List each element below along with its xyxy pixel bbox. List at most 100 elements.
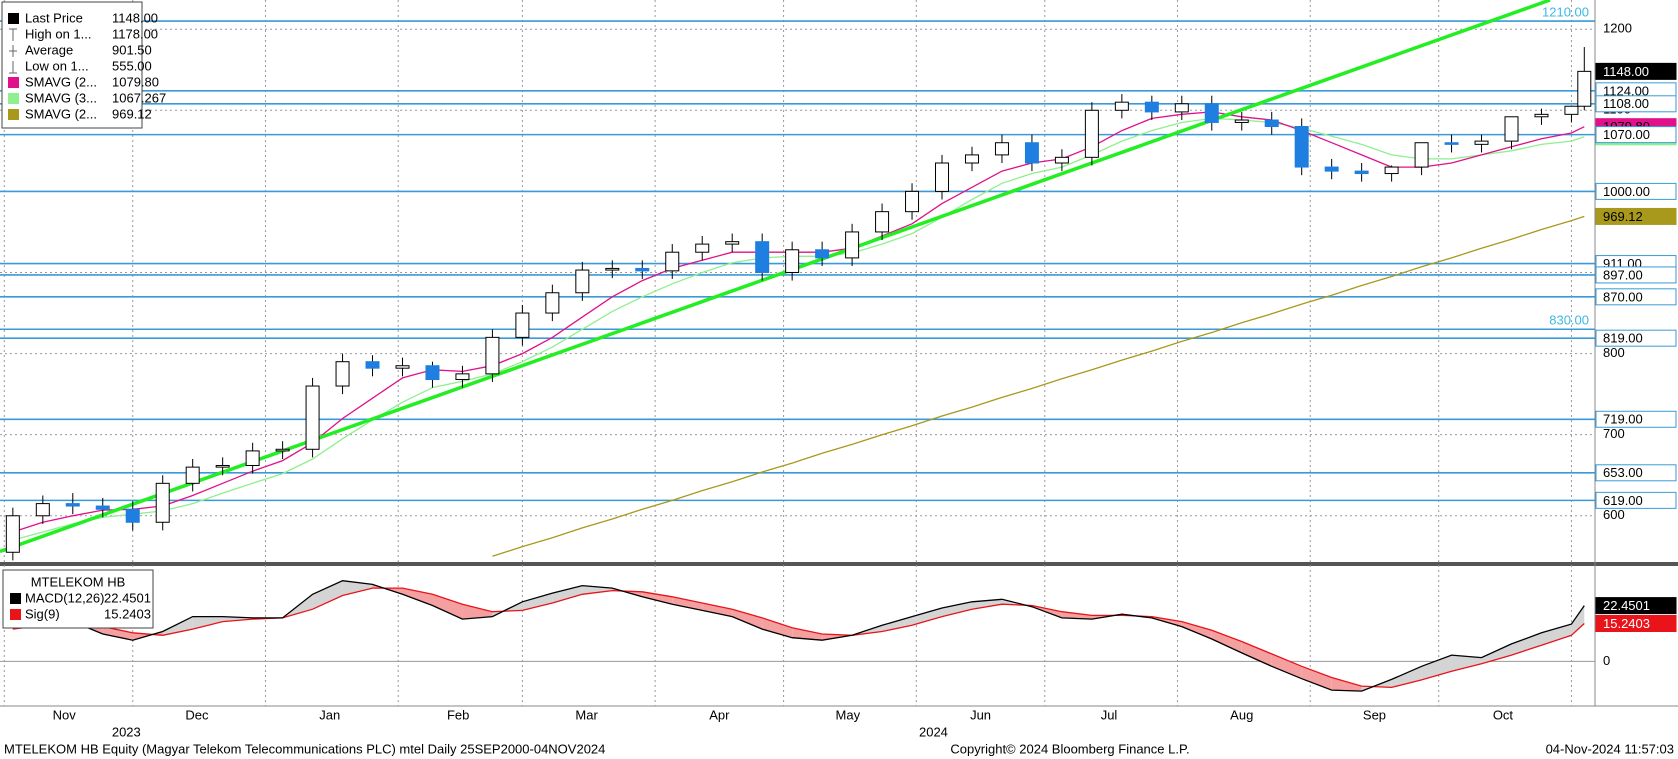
axis-box-label: 897.00 <box>1603 267 1643 282</box>
macd-fill <box>1181 621 1212 639</box>
axis-box <box>1595 491 1677 509</box>
candle-body <box>1294 126 1309 168</box>
macd-fill <box>552 585 583 603</box>
legend-icon <box>10 609 21 620</box>
legend-value: 901.50 <box>112 42 152 57</box>
candle-body <box>485 336 500 375</box>
x-tick-label: Feb <box>447 707 469 722</box>
x-tick-label: Mar <box>575 707 598 722</box>
legend-label: Average <box>25 42 73 57</box>
candle-body <box>905 190 920 213</box>
candle-body <box>575 269 590 294</box>
legend-label: Sig(9) <box>25 606 60 621</box>
axis-box-label: 819.00 <box>1603 331 1643 346</box>
x-tick-label: Aug <box>1230 707 1253 722</box>
legend-icon <box>8 77 19 88</box>
year-label: 2023 <box>112 724 141 739</box>
macd-fill <box>1451 655 1482 672</box>
legend-label: High on 1... <box>25 26 92 41</box>
candle-body <box>755 241 770 273</box>
candle-body <box>815 249 830 259</box>
legend-box <box>2 569 154 629</box>
candle-body <box>1564 105 1579 115</box>
footer-left: MTELEKOM HB Equity (Magyar Telekom Telec… <box>4 741 605 756</box>
candle-body <box>1534 113 1549 118</box>
candle-body <box>65 503 80 507</box>
legend-label: Low on 1... <box>25 58 89 73</box>
axis-box-label: 719.00 <box>1603 412 1643 427</box>
axis-box <box>1595 597 1677 615</box>
macd-fill <box>642 591 673 605</box>
layer: 6007008009001000110012000NovDecJanFebMar… <box>0 0 1678 739</box>
macd-fill <box>162 616 193 636</box>
axis-box <box>1595 62 1677 80</box>
x-tick-label: Nov <box>53 707 77 722</box>
axis-box <box>1595 410 1677 428</box>
macd-fill <box>192 616 223 630</box>
legend-label: SMAVG (3... <box>25 90 97 105</box>
level-label: 1210.00 <box>1542 5 1589 20</box>
candle-body <box>1084 109 1099 158</box>
candle-body <box>1144 101 1159 113</box>
axis-box-label: 969.12 <box>1603 209 1643 224</box>
candle-body <box>365 361 380 369</box>
axis-box <box>1595 207 1677 225</box>
candle-body <box>1174 103 1189 113</box>
candle-body <box>1054 156 1069 164</box>
legend-box <box>1 1 143 129</box>
y-tick-label: 600 <box>1603 507 1625 522</box>
y-tick-label: 800 <box>1603 345 1625 360</box>
level-label: 830.00 <box>1549 313 1589 328</box>
candle-body <box>1324 166 1339 172</box>
candle-body <box>1474 140 1489 145</box>
series-line <box>12 111 1585 533</box>
candle-body <box>725 241 740 245</box>
candle-body <box>785 249 800 273</box>
macd-fill <box>762 617 793 638</box>
macd-fill <box>1511 632 1542 656</box>
candle-body <box>1114 101 1129 111</box>
candle-body <box>635 267 650 272</box>
macd-fill <box>1331 677 1362 692</box>
footer-right: 04-Nov-2024 11:57:03 <box>1546 741 1674 756</box>
axis-box-label: 1000.00 <box>1603 184 1650 199</box>
candle-body <box>395 365 410 369</box>
macd-fill <box>1061 611 1092 620</box>
macd-fill <box>942 601 972 617</box>
legend-value: 15.2403 <box>104 606 151 621</box>
year-label: 2024 <box>919 724 948 739</box>
macd-fill <box>1241 641 1272 667</box>
candle-body <box>215 464 230 468</box>
candle-body <box>665 251 680 272</box>
macd-fill <box>1571 605 1585 636</box>
legend-icon <box>8 93 19 104</box>
candle-body <box>245 450 260 466</box>
macd-fill <box>702 602 733 617</box>
candle-body <box>875 211 890 233</box>
axis-box <box>1595 288 1677 306</box>
candle-body <box>275 448 290 452</box>
axis-box <box>1595 329 1677 347</box>
legend-label: SMAVG (2... <box>25 74 97 89</box>
axis-box <box>1595 126 1677 144</box>
x-tick-label: Dec <box>185 707 209 722</box>
macd-fill <box>732 609 763 630</box>
candle-body <box>125 508 140 523</box>
candle-body <box>1204 103 1219 123</box>
legend-value: 22.4501 <box>104 590 151 605</box>
axis-box-label: 1124.00 <box>1603 83 1649 98</box>
candle-body <box>455 373 470 381</box>
layer: 1079.801067.267969.121124.001108.001070.… <box>1 1 1677 632</box>
candle-body <box>695 243 710 253</box>
legend-icon <box>10 593 21 604</box>
candle-body <box>1264 119 1279 128</box>
candle-body <box>545 292 560 314</box>
macd-fill <box>1481 643 1512 664</box>
legend-icon <box>8 109 19 120</box>
macd-fill <box>1391 666 1422 688</box>
macd-fill <box>1301 666 1332 691</box>
axis-box <box>1595 266 1677 284</box>
x-tick-label: Apr <box>709 707 730 722</box>
